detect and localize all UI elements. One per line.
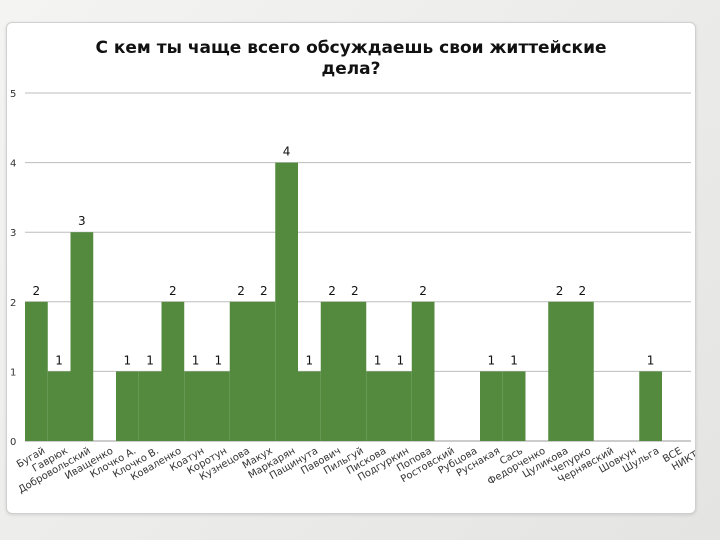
bar-16: [366, 371, 389, 441]
bar-28: [639, 371, 662, 441]
data-label: 1: [192, 353, 200, 367]
chart-title-line-1: С кем ты чаще всего обсуждаешь свои житт…: [95, 38, 606, 58]
bar-6: [138, 371, 162, 441]
bar-15: [343, 301, 367, 441]
chart-title-line-2: дела?: [321, 59, 380, 79]
data-label: 4: [283, 145, 291, 159]
bar-7: [161, 301, 185, 441]
y-tick-label: 2: [10, 298, 16, 309]
bar-25: [571, 301, 594, 441]
bar-2: [47, 371, 71, 441]
data-label: 1: [306, 353, 314, 367]
data-label: 2: [328, 284, 336, 298]
y-axis-ticks: 0 1 2 3 4 5: [10, 89, 16, 448]
y-tick-label: 5: [10, 89, 16, 100]
bar-11: [252, 301, 276, 441]
y-tick-label: 1: [10, 367, 16, 378]
data-label: 3: [78, 214, 86, 228]
data-label: 1: [146, 353, 154, 367]
data-label: 2: [351, 284, 359, 298]
data-label: 1: [488, 353, 496, 367]
bar-13: [298, 371, 321, 441]
data-label: 2: [33, 284, 41, 298]
y-tick-label: 4: [10, 159, 16, 170]
bar-5: [116, 371, 139, 441]
data-label: 1: [124, 353, 132, 367]
data-label: 2: [237, 284, 245, 298]
bar-18: [411, 301, 435, 441]
bar-17: [389, 371, 412, 441]
data-label: 2: [556, 284, 564, 298]
bar-22: [502, 371, 526, 441]
data-label: 2: [419, 284, 427, 298]
bar-8: [184, 371, 207, 441]
bar-24: [548, 301, 571, 441]
bar-1: [25, 301, 48, 441]
bar-9: [207, 371, 230, 441]
data-label: 2: [579, 284, 587, 298]
data-label: 1: [215, 353, 223, 367]
bar-14: [320, 301, 344, 441]
y-tick-label: 0: [10, 437, 16, 448]
data-label: 1: [397, 353, 405, 367]
data-label: 1: [647, 353, 655, 367]
bars: [25, 162, 662, 441]
data-label: 2: [260, 284, 268, 298]
bar-10: [229, 301, 253, 441]
bar-21: [480, 371, 503, 441]
data-label: 2: [169, 284, 177, 298]
bar-12: [275, 162, 298, 441]
bar-chart: С кем ты чаще всего обсуждаешь свои житт…: [10, 38, 695, 496]
y-tick-label: 3: [10, 228, 16, 239]
data-label: 1: [55, 353, 63, 367]
data-label: 1: [510, 353, 518, 367]
chart-frame: С кем ты чаще всего обсуждаешь свои житт…: [6, 22, 696, 514]
bar-3: [70, 232, 94, 441]
data-label: 1: [374, 353, 382, 367]
